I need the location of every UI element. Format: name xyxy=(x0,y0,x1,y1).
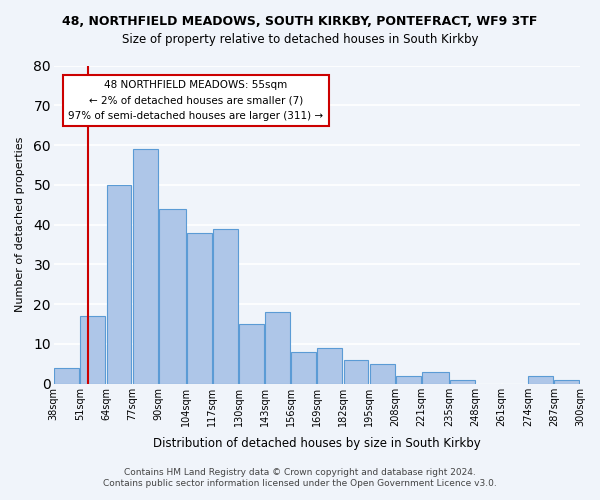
Bar xyxy=(239,324,264,384)
Text: 48 NORTHFIELD MEADOWS: 55sqm
← 2% of detached houses are smaller (7)
97% of semi: 48 NORTHFIELD MEADOWS: 55sqm ← 2% of det… xyxy=(68,80,323,121)
Bar xyxy=(159,208,186,384)
Bar xyxy=(80,316,106,384)
Bar xyxy=(107,185,131,384)
Bar xyxy=(344,360,368,384)
Bar xyxy=(529,376,553,384)
Text: Size of property relative to detached houses in South Kirkby: Size of property relative to detached ho… xyxy=(122,32,478,46)
Bar xyxy=(213,228,238,384)
Bar xyxy=(396,376,421,384)
Y-axis label: Number of detached properties: Number of detached properties xyxy=(15,137,25,312)
Bar xyxy=(370,364,395,384)
Bar xyxy=(187,232,212,384)
Bar xyxy=(265,312,290,384)
Bar xyxy=(450,380,475,384)
Bar xyxy=(422,372,449,384)
Bar xyxy=(554,380,580,384)
X-axis label: Distribution of detached houses by size in South Kirkby: Distribution of detached houses by size … xyxy=(153,437,481,450)
Bar xyxy=(317,348,343,384)
Text: Contains HM Land Registry data © Crown copyright and database right 2024.
Contai: Contains HM Land Registry data © Crown c… xyxy=(103,468,497,487)
Bar xyxy=(133,149,158,384)
Bar xyxy=(292,352,316,384)
Bar xyxy=(55,368,79,384)
Text: 48, NORTHFIELD MEADOWS, SOUTH KIRKBY, PONTEFRACT, WF9 3TF: 48, NORTHFIELD MEADOWS, SOUTH KIRKBY, PO… xyxy=(62,15,538,28)
